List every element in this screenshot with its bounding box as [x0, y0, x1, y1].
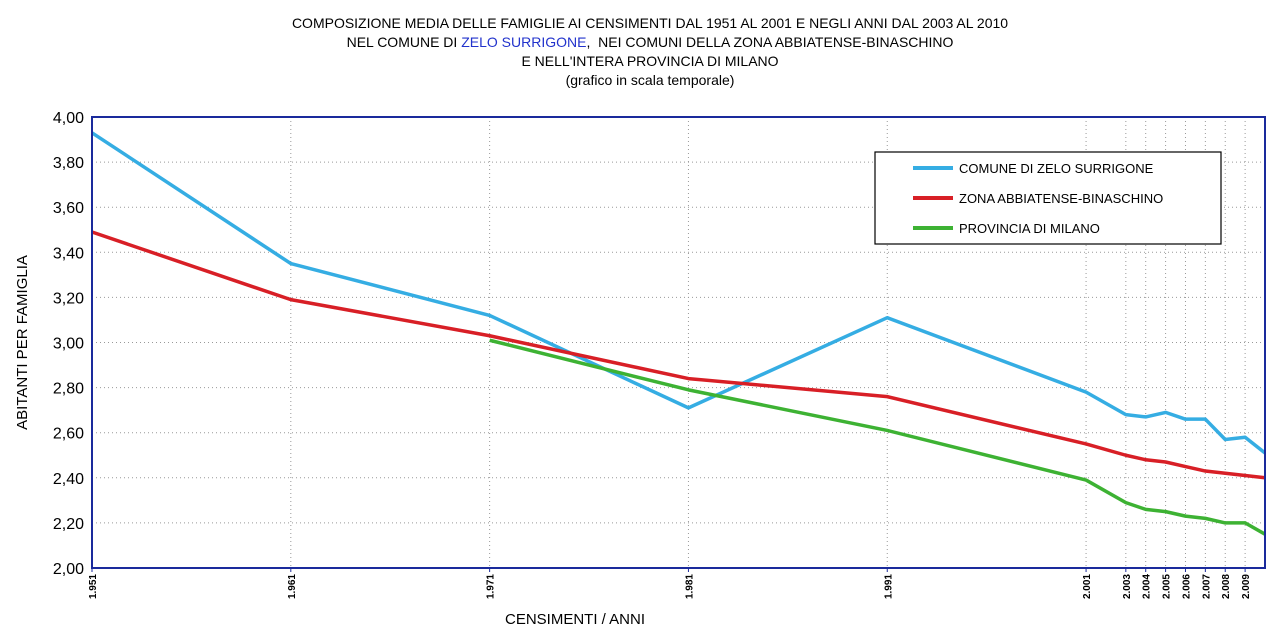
title-part: ZELO SURRIGONE [461, 34, 586, 50]
chart-title: NEL COMUNE DI ZELO SURRIGONE, NEI COMUNI… [347, 34, 954, 50]
title-part: NEL COMUNE DI [347, 34, 462, 50]
x-axis-label: CENSIMENTI / ANNI [505, 611, 645, 627]
chart-title: (grafico in scala temporale) [566, 72, 735, 88]
y-tick-label: 2,20 [53, 516, 84, 533]
x-tick-label: 2.005 [1162, 574, 1173, 599]
legend-label: PROVINCIA DI MILANO [959, 221, 1100, 236]
series-line [91, 230, 1266, 480]
x-tick-label: 1.981 [684, 574, 695, 599]
y-tick-label: 2,80 [53, 381, 84, 398]
x-tick-label: 2.008 [1221, 574, 1232, 599]
y-tick-label: 3,00 [53, 336, 84, 353]
y-tick-label: 3,20 [53, 290, 84, 307]
y-tick-label: 2,60 [53, 426, 84, 443]
x-tick-label: 1.991 [883, 574, 894, 599]
series-line [91, 131, 1266, 455]
x-tick-label: 2.006 [1181, 574, 1192, 599]
x-tick-label: 2.009 [1241, 574, 1252, 599]
chart-title: E NELL'INTERA PROVINCIA DI MILANO [521, 53, 778, 69]
y-tick-label: 2,40 [53, 471, 84, 488]
x-tick-label: 1.971 [486, 574, 497, 599]
x-tick-label: 1.961 [287, 574, 298, 599]
title-part: COMPOSIZIONE MEDIA DELLE FAMIGLIE AI CEN… [292, 15, 1008, 31]
y-axis-label: ABITANTI PER FAMIGLIA [14, 255, 31, 430]
series-line [489, 338, 1266, 536]
y-tick-label: 3,40 [53, 245, 84, 262]
x-tick-label: 2.003 [1122, 574, 1133, 599]
y-tick-label: 2,00 [53, 561, 84, 578]
y-tick-label: 4,00 [53, 110, 84, 127]
plot-border [91, 116, 1266, 569]
chart-title: COMPOSIZIONE MEDIA DELLE FAMIGLIE AI CEN… [292, 15, 1008, 31]
y-tick-label: 3,80 [53, 155, 84, 172]
x-tick-label: 2.001 [1082, 574, 1093, 599]
title-part: E NELL'INTERA PROVINCIA DI MILANO [521, 53, 778, 69]
y-tick-label: 3,60 [53, 200, 84, 217]
legend-label: COMUNE DI ZELO SURRIGONE [959, 161, 1154, 176]
x-tick-label: 2.007 [1201, 574, 1212, 599]
title-part: , NEI COMUNI DELLA ZONA ABBIATENSE-BINAS… [586, 34, 953, 50]
title-part: (grafico in scala temporale) [566, 72, 735, 88]
x-tick-label: 2.004 [1142, 574, 1153, 599]
legend-label: ZONA ABBIATENSE-BINASCHINO [959, 191, 1163, 206]
x-tick-label: 1.951 [88, 574, 99, 599]
